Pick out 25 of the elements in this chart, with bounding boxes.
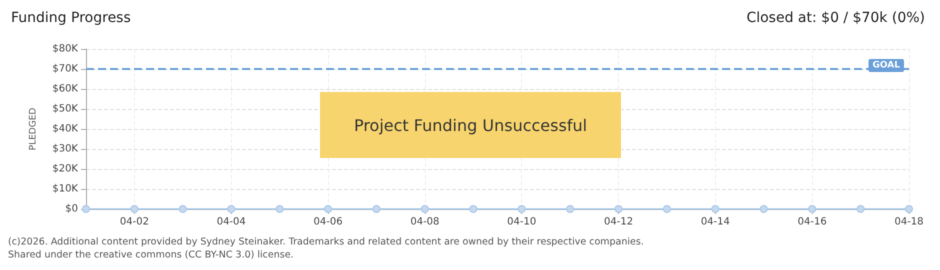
x-tick-label: 04-18: [894, 216, 924, 228]
x-tick-label: 04-02: [120, 216, 149, 228]
ref-line-label: GOAL: [872, 60, 900, 70]
x-tick-label: 04-04: [216, 216, 246, 228]
y-tick-label: $20K: [52, 164, 78, 174]
y-tick-label: $50K: [52, 104, 78, 114]
x-tick-label: 04-08: [410, 216, 440, 228]
y-axis-title: PLEDGED: [28, 108, 38, 150]
x-tick-label: 04-16: [798, 216, 827, 228]
y-tick-label: $30K: [52, 144, 78, 154]
y-tick-label: $60K: [52, 84, 78, 94]
y-tick-label: $80K: [52, 44, 78, 54]
chart-title: Funding Progress: [11, 10, 131, 26]
text: Shared under the creative commons (CC BY-NC 3.0) license.: [8, 250, 294, 260]
y-tick-label: $40K: [52, 124, 78, 134]
x-tick-label: 04-10: [507, 216, 536, 228]
notice-box: Project Funding Unsuccessful: [320, 92, 621, 158]
chart-subtitle: Closed at: $0 / $70k (0%): [746, 10, 926, 26]
x-tick-label: 04-14: [700, 216, 730, 228]
x-tick-label: 04-06: [314, 216, 343, 228]
y-tick-label: $0: [65, 204, 78, 214]
y-tick-label: $70K: [52, 64, 78, 74]
text: (c)2026. Additional content provided by Sydney Steinaker. Trademarks and related content are owned by their respective companies.: [8, 236, 644, 248]
x-tick-label: 04-12: [604, 216, 634, 228]
y-tick-label: $10K: [52, 184, 78, 194]
